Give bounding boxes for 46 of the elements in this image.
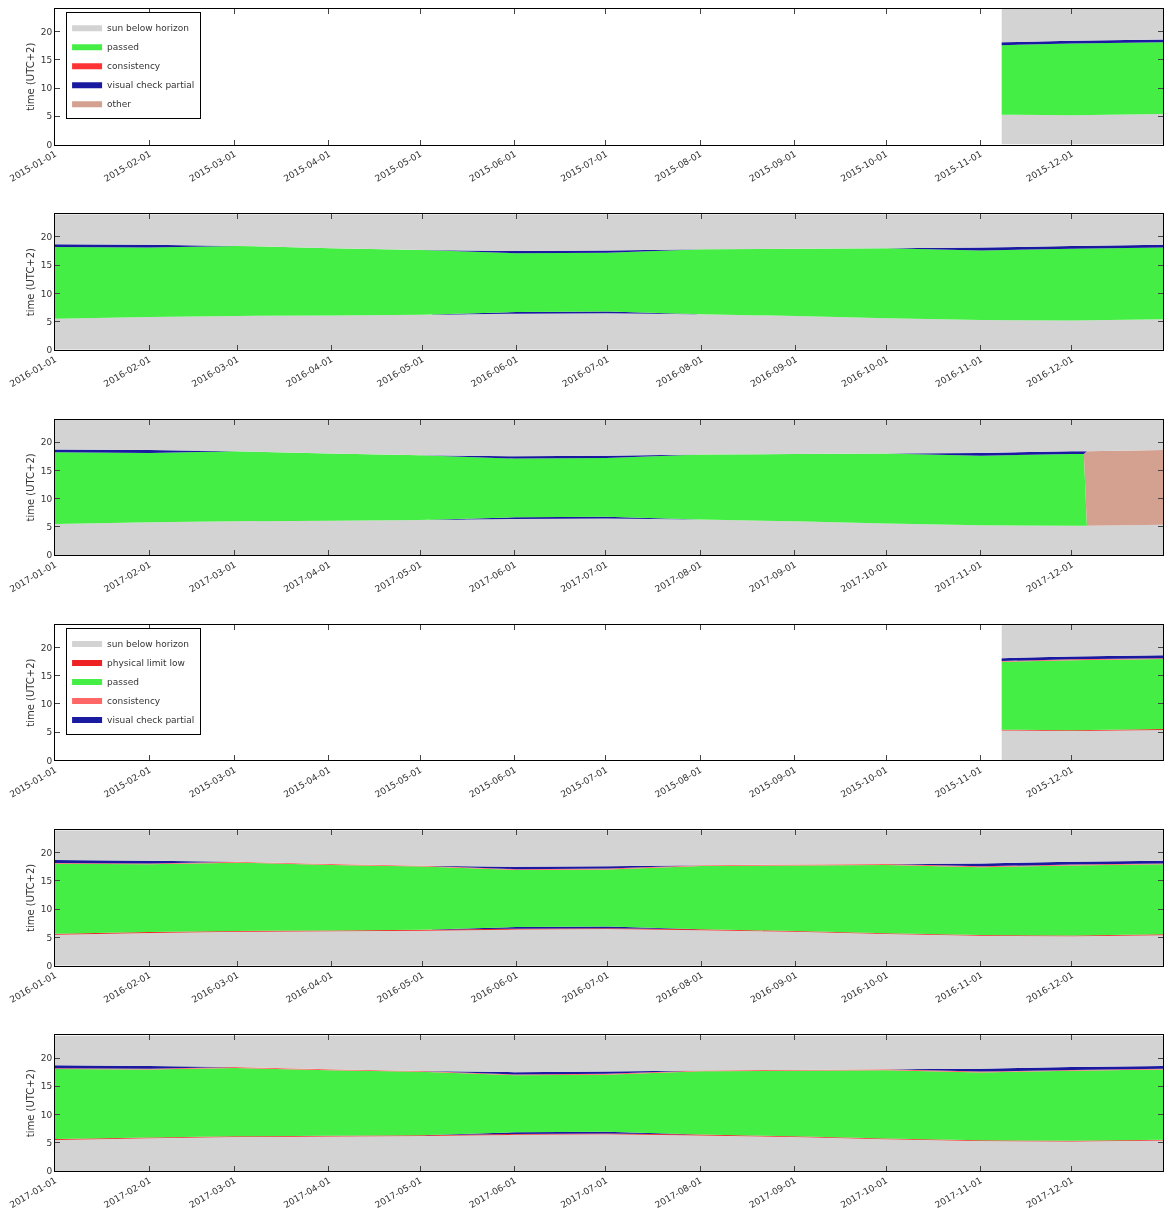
legend-label: sun below horizon xyxy=(107,22,189,33)
y-tick-label: 5 xyxy=(46,316,53,327)
y-axis-title: time (UTC+2) xyxy=(24,453,36,522)
y-tick-label: 5 xyxy=(46,1137,53,1148)
y-tick-label: 10 xyxy=(40,83,53,94)
y-tick-label: 0 xyxy=(46,550,53,561)
y-tick-label: 5 xyxy=(46,932,53,943)
y-tick-label: 20 xyxy=(40,26,53,37)
y-tick-label: 0 xyxy=(46,755,53,766)
legend-label: visual check partial xyxy=(107,79,195,90)
y-tick-label: 15 xyxy=(40,54,53,65)
legend-label: passed xyxy=(107,676,139,687)
y-tick-label: 5 xyxy=(46,727,53,738)
y-tick-label: 15 xyxy=(40,1081,53,1092)
y-tick-label: 20 xyxy=(40,642,53,653)
y-axis-title: time (UTC+2) xyxy=(24,1069,36,1138)
y-axis-title: time (UTC+2) xyxy=(24,863,36,932)
y-axis-title: time (UTC+2) xyxy=(24,658,36,727)
legend-label: physical limit low xyxy=(107,657,185,668)
y-tick-label: 10 xyxy=(40,699,53,710)
y-tick-label: 10 xyxy=(40,493,53,504)
y-tick-label: 20 xyxy=(40,1053,53,1064)
y-tick-label: 10 xyxy=(40,1109,53,1120)
y-tick-label: 20 xyxy=(40,847,53,858)
y-tick-label: 0 xyxy=(46,1166,53,1177)
legend-label: sun below horizon xyxy=(107,638,189,649)
y-tick-label: 5 xyxy=(46,522,53,533)
y-tick-label: 10 xyxy=(40,904,53,915)
legend-label: consistency xyxy=(107,60,161,71)
y-tick-label: 0 xyxy=(46,960,53,971)
y-tick-label: 0 xyxy=(46,345,53,356)
y-tick-label: 20 xyxy=(40,437,53,448)
y-tick-label: 0 xyxy=(46,139,53,150)
y-axis-title: time (UTC+2) xyxy=(24,247,36,317)
y-tick-label: 15 xyxy=(40,465,53,476)
legend-label: passed xyxy=(107,41,139,52)
y-tick-label: 15 xyxy=(40,876,53,887)
y-tick-label: 15 xyxy=(40,260,53,271)
legend-label: visual check partial xyxy=(107,714,195,725)
y-tick-label: 10 xyxy=(40,288,53,299)
y-axis-title: time (UTC+2) xyxy=(24,42,36,111)
y-tick-label: 15 xyxy=(40,670,53,681)
legend-label: other xyxy=(107,98,132,109)
legend-label: consistency xyxy=(107,695,161,706)
y-tick-label: 20 xyxy=(40,232,53,243)
y-tick-label: 5 xyxy=(46,111,53,122)
